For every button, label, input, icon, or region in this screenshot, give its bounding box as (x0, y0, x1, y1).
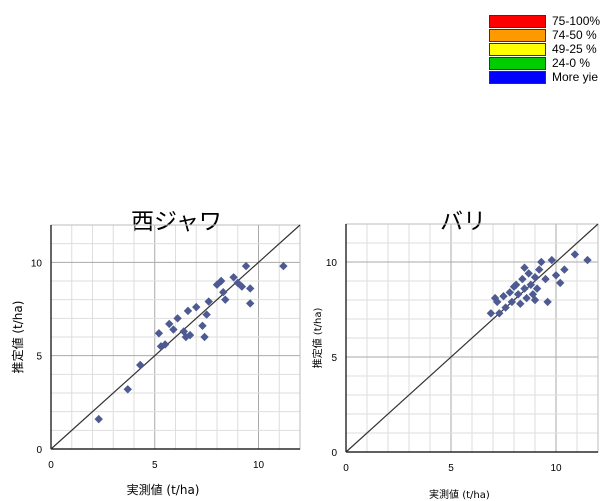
legend-label: 24-0 % (552, 56, 591, 70)
data-point (556, 278, 565, 288)
data-points (486, 250, 592, 318)
scatter-chart-west-java: 0 5 10 0 5 10 実測値 (t/ha) 推定値 (t/ha) (10, 224, 301, 497)
legend-swatch (489, 43, 546, 56)
data-point (237, 282, 247, 291)
y-tick-label: 10 (31, 258, 43, 269)
data-point (279, 261, 288, 271)
data-point (241, 261, 251, 271)
legend-item: 24-0 % (489, 56, 607, 70)
legend-swatch (489, 29, 546, 42)
x-tick-label: 10 (550, 463, 562, 474)
y-tick-label: 0 (331, 448, 337, 459)
legend-item: 74-50 % (489, 28, 607, 42)
data-point (221, 295, 230, 304)
data-point (204, 297, 213, 306)
data-point (154, 329, 164, 338)
data-point (560, 265, 569, 274)
y-axis-label: 推定値 (t/ha) (311, 308, 324, 369)
y-tick-label: 5 (36, 352, 42, 363)
y-tick-label: 10 (326, 258, 338, 269)
x-tick-label: 5 (152, 460, 158, 471)
x-axis-label: 実測値 (t/ha) (429, 488, 490, 501)
data-point (219, 288, 228, 297)
scatter-chart-bali: 0 5 10 0 5 10 実測値 (t/ha) 推定値 (t/ha) (311, 223, 599, 501)
data-point (169, 325, 178, 334)
x-axis-label: 実測値 (t/ha) (127, 482, 200, 497)
data-point (229, 273, 238, 282)
data-point (520, 284, 529, 293)
data-point (200, 332, 209, 342)
data-point (530, 295, 540, 305)
legend-item: More yie (489, 70, 607, 84)
data-point (202, 310, 211, 319)
data-point (499, 292, 508, 301)
chart-title-bali: バリ (440, 209, 486, 235)
y-axis-label: 推定値 (t/ha) (10, 301, 25, 374)
data-point (541, 274, 550, 284)
data-point (505, 288, 514, 297)
data-point (520, 263, 529, 272)
legend-label: 75-100% (552, 14, 601, 28)
data-point (518, 274, 527, 284)
data-point (181, 332, 191, 342)
legend-label: 49-25 % (552, 42, 597, 56)
x-tick-label: 0 (343, 463, 349, 474)
data-point (486, 309, 496, 318)
data-point (493, 297, 502, 307)
legend-label: 74-50 % (552, 28, 597, 42)
data-point (535, 265, 544, 274)
legend-swatch (489, 57, 546, 70)
chart-title-west-java: 西ジャワ (131, 209, 222, 235)
y-tick-label: 5 (331, 353, 337, 364)
data-point (212, 280, 222, 289)
data-point (570, 250, 580, 259)
data-point (551, 271, 561, 280)
data-point (543, 297, 552, 307)
data-point (173, 314, 182, 323)
legend-item: 49-25 % (489, 42, 607, 56)
data-point (198, 321, 207, 330)
data-point (501, 303, 510, 312)
data-point (192, 302, 201, 312)
legend-item: 75-100% (489, 14, 607, 28)
data-point (160, 340, 170, 349)
legend-swatch (489, 71, 546, 84)
data-point (216, 276, 226, 286)
data-point (246, 284, 255, 293)
data-point (495, 309, 504, 318)
data-point (514, 290, 523, 299)
legend: 75-100% 74-50 % 49-25 % 24-0 % More yie (489, 14, 607, 84)
data-point (511, 280, 521, 289)
data-point (530, 273, 540, 282)
data-point (522, 293, 531, 303)
data-point (185, 330, 195, 340)
legend-swatch (489, 15, 546, 28)
x-tick-label: 10 (253, 460, 265, 471)
reference-line (50, 224, 301, 450)
data-point (537, 257, 546, 267)
data-point (246, 299, 255, 308)
data-point (165, 319, 174, 329)
data-point (136, 360, 145, 370)
data-point (183, 306, 193, 316)
data-point (94, 414, 103, 424)
data-point (583, 255, 592, 265)
x-tick-label: 0 (48, 460, 54, 471)
legend-label: More yie (552, 70, 599, 84)
data-point (516, 299, 525, 308)
y-tick-label: 0 (36, 445, 42, 456)
x-tick-label: 5 (448, 463, 454, 474)
reference-line (345, 223, 599, 453)
data-point (123, 385, 132, 394)
